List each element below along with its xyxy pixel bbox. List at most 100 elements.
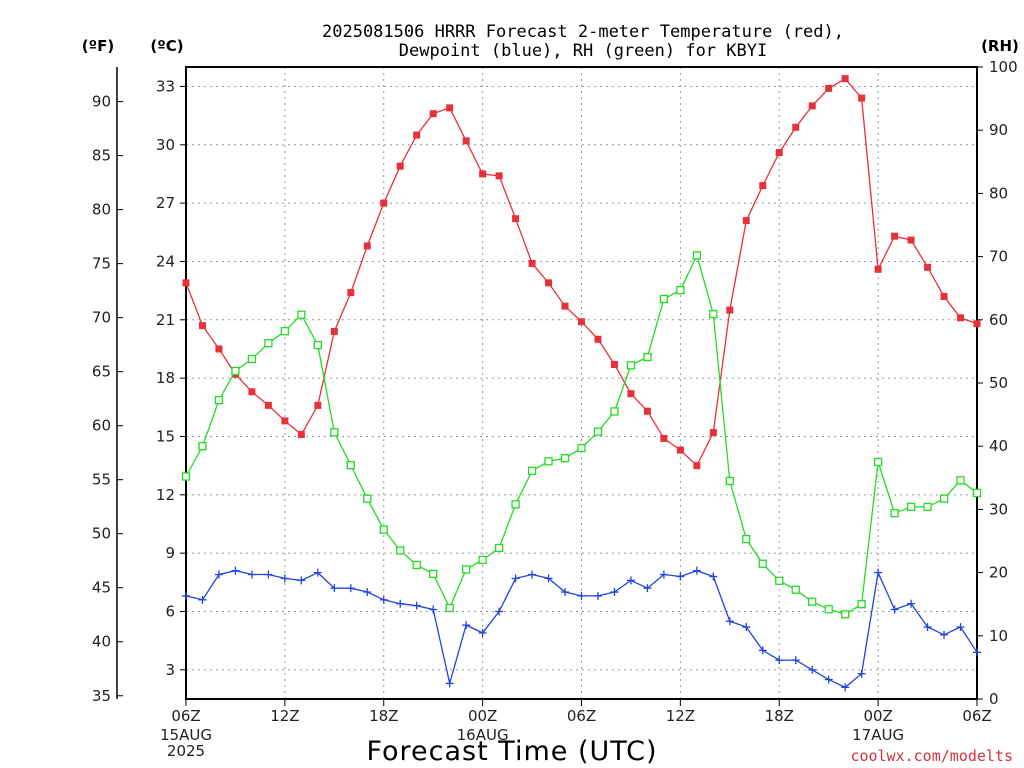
rh-point <box>692 251 702 260</box>
rh-point <box>577 443 586 453</box>
x-date-label: 2025 <box>167 742 205 760</box>
rh-tick-label: 0 <box>989 690 999 708</box>
x-axis-label: Forecast Time (UTC) <box>366 736 657 767</box>
rh-axis-unit: (RH) <box>981 37 1019 55</box>
rh-point <box>939 494 949 503</box>
x-tick-label: 12Z <box>270 707 299 725</box>
rh-point <box>527 466 537 475</box>
temperature-point <box>495 172 503 180</box>
dewpoint-point <box>313 568 322 577</box>
rh-point <box>346 461 355 470</box>
data-series <box>181 75 982 692</box>
x-date-label: 16AUG <box>457 726 509 744</box>
rh-point <box>445 603 454 613</box>
celsius-tick-label: 30 <box>156 136 175 154</box>
rh-point <box>297 310 306 319</box>
rh-point <box>560 454 570 463</box>
temperature-point <box>215 345 223 353</box>
x-tick-label: 18Z <box>369 707 398 725</box>
dewpoint-point <box>742 623 751 632</box>
x-tick-label: 18Z <box>765 707 794 725</box>
dewpoint-point <box>610 588 619 597</box>
rh-point <box>247 354 257 364</box>
temperature-point <box>594 335 602 343</box>
dewpoint-point <box>709 572 718 581</box>
dewpoint-point <box>824 675 833 684</box>
dewpoint-series <box>182 566 981 692</box>
dewpoint-point <box>890 605 899 614</box>
temperature-point <box>759 182 767 190</box>
temperature-point <box>264 401 272 409</box>
rh-point <box>511 500 520 509</box>
x-tick-label: 12Z <box>666 707 695 725</box>
temperature-point <box>643 407 651 415</box>
dewpoint-point <box>214 570 223 579</box>
x-tick-label: 00Z <box>468 707 497 725</box>
rh-point <box>280 327 290 336</box>
temperature-series <box>182 75 981 470</box>
fahrenheit-tick-label: 70 <box>92 309 111 327</box>
dewpoint-point <box>808 665 817 674</box>
dewpoint-point <box>973 648 981 657</box>
chart-title-line1: 2025081506 HRRR Forecast 2-meter Tempera… <box>322 22 844 42</box>
rh-point <box>758 559 767 568</box>
temperature-point <box>512 215 520 223</box>
rh-point <box>264 339 273 348</box>
dewpoint-point <box>396 599 405 608</box>
rh-point <box>643 352 652 362</box>
x-tick-label: 06Z <box>567 707 596 725</box>
temperature-point <box>792 123 800 131</box>
celsius-tick-label: 6 <box>165 602 175 620</box>
rh-point <box>461 565 471 574</box>
temperature-point <box>462 137 470 145</box>
fahrenheit-tick-label: 35 <box>92 687 111 705</box>
rh-point <box>725 476 734 486</box>
x-date-label: 15AUG <box>160 726 212 744</box>
fahrenheit-tick-label: 40 <box>92 633 111 651</box>
temperature-point <box>610 361 618 369</box>
dewpoint-point <box>462 621 471 630</box>
rh-point <box>956 476 965 485</box>
dewpoint-point <box>445 679 454 688</box>
temperature-point <box>742 217 750 225</box>
rh-point <box>198 442 207 451</box>
dewpoint-point <box>940 630 949 639</box>
dewpoint-point <box>874 568 883 577</box>
rh-point <box>972 488 982 498</box>
rh-point <box>181 472 191 481</box>
rh-point <box>544 457 553 466</box>
temperature-point <box>281 417 289 425</box>
rh-tick-label: 20 <box>989 564 1008 582</box>
rh-tick-label: 50 <box>989 374 1008 392</box>
rh-tick-label: 10 <box>989 627 1008 645</box>
fahrenheit-tick-label: 65 <box>92 363 111 381</box>
temperature-point <box>446 104 454 112</box>
temperature-point <box>182 279 190 287</box>
x-date-label: 17AUG <box>852 726 904 744</box>
dewpoint-point <box>198 595 207 604</box>
rh-point <box>379 525 388 534</box>
temperature-point <box>858 94 866 102</box>
rh-tick-label: 30 <box>989 500 1008 518</box>
dewpoint-point <box>511 574 520 583</box>
fahrenheit-tick-label: 75 <box>92 255 111 273</box>
rh-point <box>626 361 636 370</box>
rh-point <box>873 457 883 467</box>
dewpoint-point <box>841 683 850 692</box>
rh-tick-label: 90 <box>989 121 1008 139</box>
dewpoint-point <box>544 574 553 583</box>
temperature-point <box>957 314 965 322</box>
tick-labels: 35 40 45 50 55 60 65 70 75 80 85 90 3 6 9 12 15 18 21 24 27 3… <box>92 58 1018 760</box>
temperature-point <box>396 162 404 170</box>
temperature-point <box>808 102 816 110</box>
temperature-point <box>545 279 553 287</box>
dewpoint-point <box>907 599 916 608</box>
temperature-point <box>248 388 256 396</box>
rh-point <box>808 597 817 606</box>
dewpoint-point <box>775 656 784 665</box>
fahrenheit-tick-label: 45 <box>92 579 111 597</box>
rh-point <box>906 502 916 512</box>
dewpoint-point <box>379 595 388 604</box>
dewpoint-point <box>363 588 372 597</box>
